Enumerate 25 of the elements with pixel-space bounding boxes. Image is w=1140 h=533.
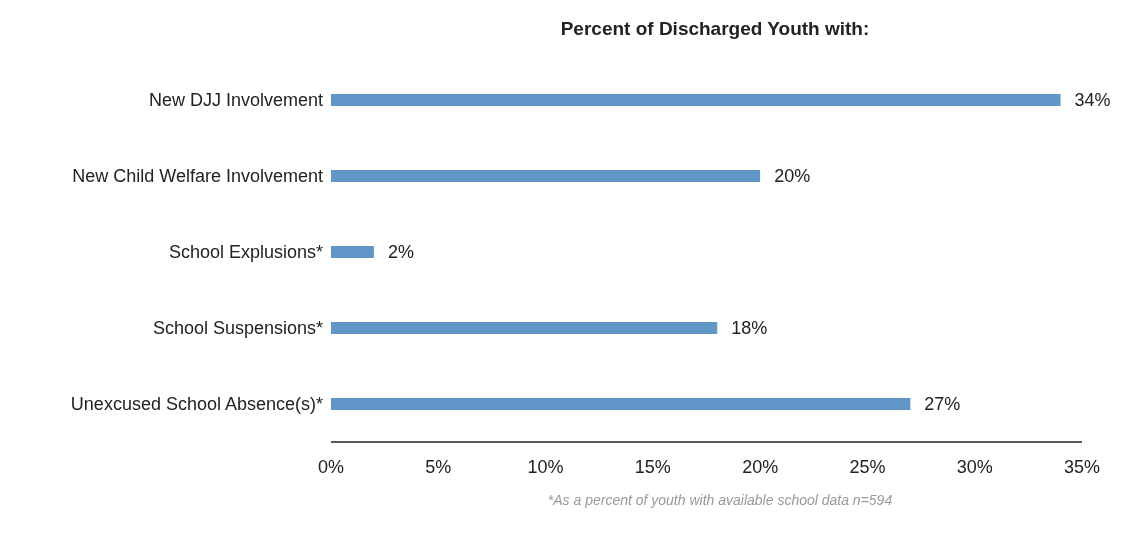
bar [331,397,911,411]
bar [331,245,374,259]
x-tick-label: 15% [634,456,671,477]
y-tick-label: Unexcused School Absence(s)* [70,394,323,415]
y-tick-label: School Explusions* [168,242,323,263]
bar [331,93,1061,107]
y-tick-label: School Suspensions* [152,318,323,339]
data-label: 27% [924,394,961,415]
text: *As a percent of youth with available school data n=594 [546,492,894,508]
bar [331,169,761,183]
x-tick-label: 35% [1063,456,1101,477]
data-label: 20% [774,166,811,187]
y-tick-label: New Child Welfare Involvement [72,166,323,187]
bar [331,321,718,335]
chart-title: Percent of Discharged Youth with: [559,17,871,41]
x-tick-label: 30% [956,456,993,477]
y-tick-label: New DJJ Involvement [148,90,323,111]
data-label: 18% [731,318,768,339]
data-label: 2% [387,242,414,263]
x-tick-label: 0% [317,456,345,477]
data-label: 34% [1074,90,1111,111]
x-tick-label: 10% [527,456,564,477]
x-tick-label: 20% [742,456,779,477]
x-tick-label: 25% [849,456,886,477]
x-tick-label: 5% [425,456,452,477]
